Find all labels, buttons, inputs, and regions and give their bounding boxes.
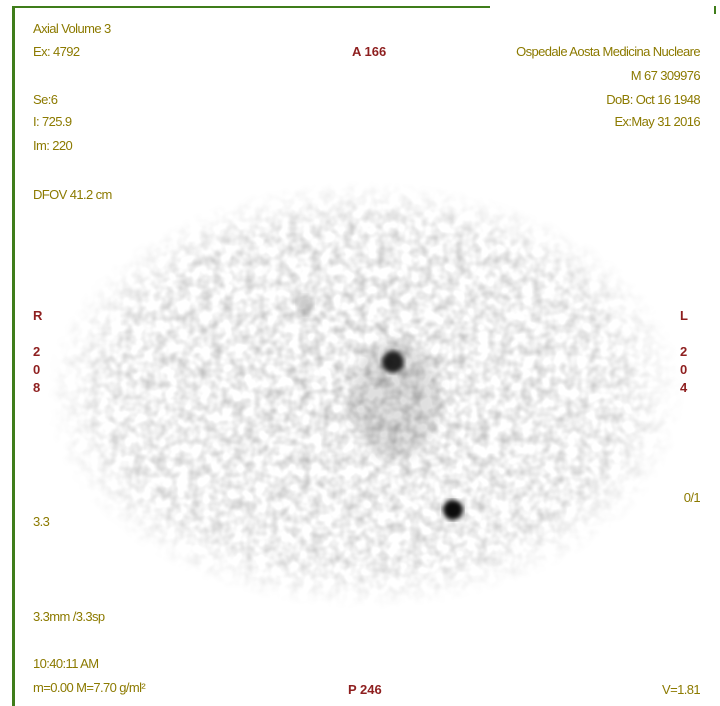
frame-counter: 0/1 [684,491,700,505]
acquisition-time: 10:40:11 AM [33,657,98,671]
series-label: Axial Volume 3 [33,22,111,36]
frame-border [12,6,15,706]
patient-id: M 67 309976 [631,69,700,83]
orientation-posterior: P 246 [348,683,382,697]
pet-viewer[interactable]: Axial Volume 3 Ex: 4792 Se:6 I: 725.9 Im… [0,0,720,706]
zoom-factor: V=1.81 [662,683,700,697]
exam-label: Ex: 4792 [33,45,80,59]
hot-spot [443,500,463,520]
orientation-right: R [33,309,42,323]
institution: Ospedale Aosta Medicina Nucleare [516,45,700,59]
orientation-left: L [680,309,688,323]
orientation-anterior: A 166 [352,45,386,59]
frame-tick [714,6,716,14]
window-level: m=0.00 M=7.70 g/ml² [33,681,145,695]
birth-date: DoB: Oct 16 1948 [606,93,700,107]
hot-spot [382,351,404,373]
side-digit: 8 [33,381,40,395]
slice-spacing: 3.3mm /3.3sp [33,610,105,624]
exam-date: Ex:May 31 2016 [614,115,700,129]
image-number: Im: 220 [33,139,72,153]
slice-thickness: 3.3 [33,515,49,529]
series-number: Se:6 [33,93,57,107]
dfov-label: DFOV 41.2 cm [33,188,112,202]
side-digit: 4 [680,381,687,395]
side-digit: 2 [33,345,40,359]
side-digit: 0 [33,363,40,377]
uptake-spot [297,295,313,315]
side-digit: 2 [680,345,687,359]
slice-location: I: 725.9 [33,115,72,129]
frame-border [12,6,490,8]
side-digit: 0 [680,363,687,377]
